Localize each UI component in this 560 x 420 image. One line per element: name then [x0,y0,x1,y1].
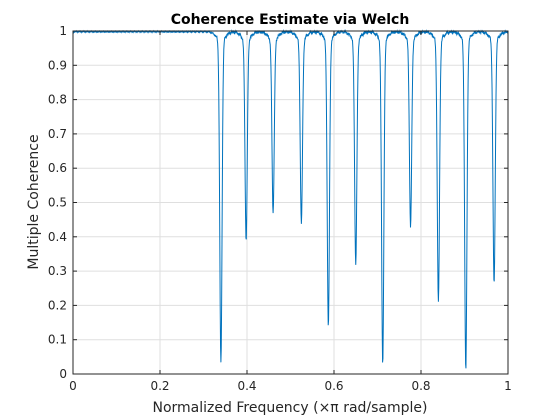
y-tick-label: 1 [59,24,67,38]
y-axis-label: Multiple Coherence [26,134,42,269]
y-tick-labels: 0 0.1 0.2 0.3 0.4 0.5 0.6 0.7 0.8 0.9 1 [48,24,67,381]
x-tick-label: 0.6 [324,379,343,393]
x-tick-label: 0 [69,379,77,393]
y-tick-label: 0.3 [48,264,67,278]
y-tick-label: 0 [59,367,67,381]
x-tick-label: 0.2 [150,379,169,393]
y-tick-label: 0.9 [48,58,67,72]
y-tick-label: 0.8 [48,93,67,107]
x-tick-label: 0.4 [237,379,256,393]
y-tick-label: 0.7 [48,127,67,141]
y-tick-label: 0.2 [48,298,67,312]
y-tick-label: 0.5 [48,196,67,210]
y-tick-label: 0.1 [48,333,67,347]
x-tick-labels: 0 0.2 0.4 0.6 0.8 1 [69,379,512,393]
x-tick-label: 0.8 [411,379,430,393]
y-tick-label: 0.6 [48,161,67,175]
grid-lines [72,30,509,375]
x-tick-label: 1 [504,379,512,393]
chart-title: Coherence Estimate via Welch [171,12,410,28]
tick-marks [72,30,509,375]
y-tick-label: 0.4 [48,230,67,244]
x-axis-label: Normalized Frequency (×π rad/sample) [153,400,428,416]
